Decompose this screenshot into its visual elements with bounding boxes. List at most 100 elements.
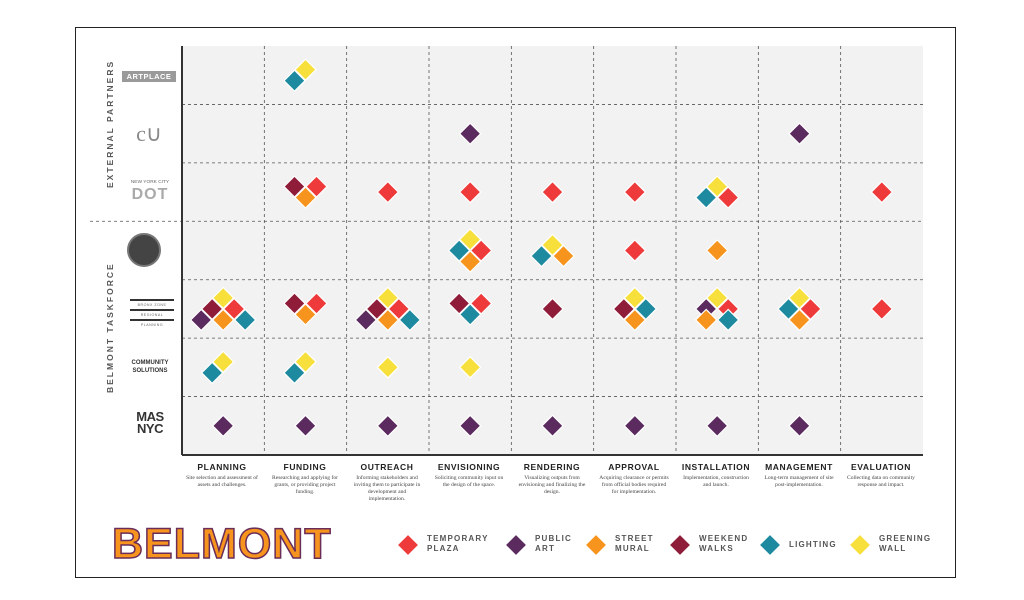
diamond-lighting xyxy=(200,361,224,385)
diamond-temporary-plaza xyxy=(458,180,482,204)
partner-logo-mas-line-1: MAS xyxy=(136,409,164,424)
diamond-temporary-plaza xyxy=(799,297,822,321)
diamond-public-art xyxy=(211,414,235,438)
diamond-lighting xyxy=(283,361,306,385)
diamond-weekend-walks xyxy=(365,297,389,321)
legend-label: TEMPORARY PLAZA xyxy=(427,534,489,553)
diamond-greening-wall xyxy=(623,286,647,310)
group-label-taskforce: BELMONT TASKFORCE xyxy=(105,262,115,393)
diamond-public-art xyxy=(294,414,317,438)
diamond-temporary-plaza xyxy=(222,297,246,321)
phase-desc: Long-term management of site post-implem… xyxy=(764,475,834,488)
diamond-weekend-walks xyxy=(447,292,471,315)
diamond-lighting xyxy=(447,239,471,262)
phase-name: ENVISIONING xyxy=(437,462,501,472)
diamond-greening-wall xyxy=(211,350,235,374)
diamond-street-mural xyxy=(694,308,718,332)
phase-management: MANAGEMENT Long-term management of site … xyxy=(759,462,839,489)
diamond-lighting xyxy=(283,69,306,93)
diamond-temporary-plaza xyxy=(376,180,400,204)
diamond-street-mural xyxy=(552,244,575,268)
partner-logo-cup: c∪ xyxy=(136,121,162,146)
diamond-lighting xyxy=(634,297,658,321)
partner-logo-community-solutions: COMMUNITY SOLUTIONS xyxy=(126,359,174,375)
phase-desc: Visualizing outputs from envisioning and… xyxy=(518,475,586,495)
partner-logo-nycdot: DOT xyxy=(131,186,169,203)
diamond-public-art xyxy=(788,414,811,438)
partner-logo-brp-line-2: REGIONAL xyxy=(140,313,164,317)
legend-label: GREENING WALL xyxy=(879,534,932,553)
diamond-weekend-walks xyxy=(541,297,564,321)
diamond-greening-wall xyxy=(705,175,729,198)
diamond-greening-wall xyxy=(788,286,811,310)
phase-name: APPROVAL xyxy=(608,462,660,472)
diamond-public-art xyxy=(189,308,213,332)
phase-desc: Informing stakeholders and inviting them… xyxy=(353,475,421,502)
partner-logo-mas-line-2: NYC xyxy=(137,421,163,436)
diamond-public-art xyxy=(376,414,400,438)
diamond-greening-wall xyxy=(458,228,482,251)
partner-logo-bronx-regional-planning: BRONX ZONE REGIONAL PLANNING xyxy=(130,297,174,327)
diamond-lighting xyxy=(694,186,718,209)
diamond-temporary-plaza xyxy=(305,175,328,198)
phase-name: MANAGEMENT xyxy=(765,462,833,472)
phase-evaluation: EVALUATION Collecting data on community … xyxy=(841,462,921,489)
phase-desc: Collecting data on community response an… xyxy=(847,475,915,488)
diamond-public-art xyxy=(458,414,482,438)
phase-name: INSTALLATION xyxy=(681,462,751,472)
partner-logo-belmont-bid xyxy=(127,233,161,267)
diamond-temporary-plaza xyxy=(469,292,493,315)
diamond-weekend-walks xyxy=(612,297,636,321)
diamond-lighting xyxy=(233,308,257,332)
diamond-street-mural xyxy=(211,308,235,332)
diamond-street-mural xyxy=(376,308,400,332)
diamond-lighting xyxy=(777,297,800,321)
phase-desc: Site selection and assessment of assets … xyxy=(186,475,258,488)
diamond-public-art xyxy=(458,122,482,145)
partner-logo-cs-line-2: SOLUTIONS xyxy=(132,368,168,374)
partner-logo-cs-line-1: COMMUNITY xyxy=(131,360,169,366)
phase-funding: FUNDING Researching and applying for gra… xyxy=(265,462,345,496)
diamond-greening-wall xyxy=(376,356,400,379)
diamond-temporary-plaza xyxy=(387,297,411,321)
diamond-weekend-walks xyxy=(200,297,224,321)
diamond-greening-wall xyxy=(705,286,729,310)
diamond-temporary-plaza xyxy=(870,297,894,321)
diamond-greening-wall xyxy=(294,350,317,374)
phase-name: PLANNING xyxy=(197,462,247,472)
diamond-street-mural xyxy=(705,239,729,262)
diamond-lighting xyxy=(716,308,740,332)
partner-logo-mas-nyc: MAS NYC xyxy=(132,409,168,436)
phase-name: RENDERING xyxy=(523,462,581,472)
legend-label: LIGHTING xyxy=(789,540,837,549)
group-label-external: EXTERNAL PARTNERS xyxy=(105,59,115,188)
diamond-temporary-plaza xyxy=(623,180,647,204)
diamond-street-mural xyxy=(294,303,317,326)
diamond-public-art xyxy=(705,414,729,438)
diamond-weekend-walks xyxy=(283,292,306,315)
partner-logo-brp-line-3: PLANNING xyxy=(140,323,164,327)
diamond-lighting xyxy=(458,303,482,326)
legend-label: STREET MURAL xyxy=(615,534,654,553)
diamond-temporary-plaza xyxy=(469,239,493,262)
phase-approval: APPROVAL Acquiring clearance or permits … xyxy=(594,462,674,496)
phase-planning: PLANNING Site selection and assessment o… xyxy=(182,462,262,489)
diamond-greening-wall xyxy=(541,233,564,257)
phase-desc: Researching and applying for grants, or … xyxy=(271,475,339,495)
diamond-greening-wall xyxy=(376,286,400,310)
diamond-public-art xyxy=(623,414,647,438)
phase-outreach: OUTREACH Informing stakeholders and invi… xyxy=(347,462,427,503)
diamond-temporary-plaza xyxy=(716,186,740,209)
diamond-public-art xyxy=(541,414,564,438)
phase-installation: INSTALLATION Implementation, constructio… xyxy=(676,462,756,489)
diamond-temporary-plaza xyxy=(870,180,894,204)
diamond-temporary-plaza xyxy=(623,239,647,262)
diamond-lighting xyxy=(530,244,553,268)
diamond-street-mural xyxy=(623,308,647,332)
diamond-public-art xyxy=(354,308,378,332)
diamond-street-mural xyxy=(788,308,811,332)
phase-rendering: RENDERING Visualizing outputs from envis… xyxy=(512,462,592,496)
partner-logo-artplace: ARTPLACE xyxy=(122,71,176,82)
legend-label: WEEKEND WALKS xyxy=(699,534,749,553)
